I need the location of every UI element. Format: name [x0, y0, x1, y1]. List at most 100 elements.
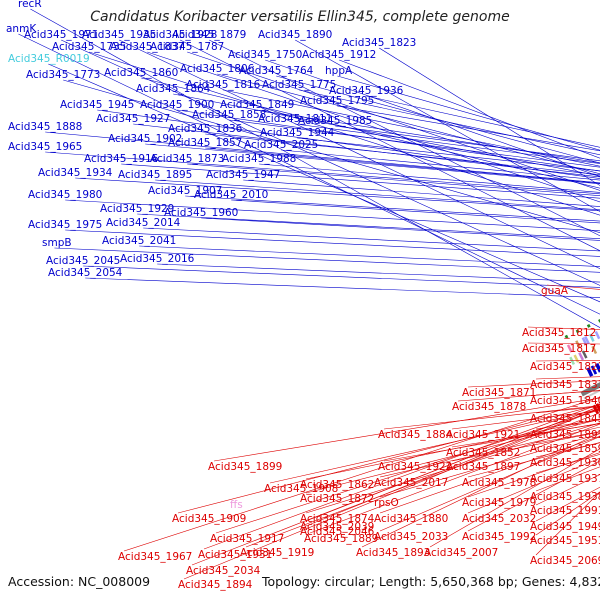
gene-label-forward: Acid345_1985	[298, 115, 372, 127]
gene-label-reverse: Acid345_1897	[446, 461, 520, 473]
gene-label-reverse: Acid345_1892	[530, 429, 600, 441]
gene-label-forward: Acid345_1836	[168, 123, 243, 135]
red-leader-line	[467, 457, 600, 514]
red-leader-line	[183, 407, 600, 580]
gene-label-forward: Acid345_1916	[84, 153, 159, 165]
blue-leader-line	[45, 151, 600, 195]
gene-label-reverse: Acid345_1812	[522, 327, 596, 339]
blue-leader-line	[48, 63, 600, 303]
gene-label-forward: Acid345_2010	[194, 189, 268, 201]
cog-category-mark	[578, 352, 585, 361]
red-leader-line	[269, 408, 600, 484]
gene-label-forward: Acid345_1795	[300, 95, 374, 107]
gene-label-reverse: Acid345_1979	[462, 497, 536, 509]
gene-label-reverse: Acid345_1831	[530, 379, 600, 391]
red-leader-line	[535, 491, 600, 556]
red-leader-line	[379, 433, 600, 498]
cog-category-mark	[591, 345, 598, 355]
red-leader-line	[361, 432, 600, 548]
blue-leader-line	[75, 177, 600, 212]
gene-label-reverse: Acid345_1878	[452, 401, 526, 413]
gene-label-reverse: Acid345_2017	[374, 477, 448, 489]
gene-label-forward: hppA	[325, 65, 353, 77]
gene-label-reverse: Acid345_1978	[462, 477, 536, 489]
gene-label-forward: Acid345_1864	[136, 83, 211, 95]
gene-label-forward: Acid345_1935	[82, 29, 156, 41]
gene-label-reverse: Acid345_1862	[300, 479, 374, 491]
blue-leader-line	[121, 163, 600, 199]
red-leader-line	[305, 422, 600, 514]
red-leader-line	[429, 448, 600, 548]
cog-category-mark	[594, 330, 600, 340]
blue-leader-line	[276, 75, 600, 164]
blue-leader-line	[139, 245, 600, 267]
blue-leader-line	[180, 39, 600, 252]
blue-leader-line	[145, 143, 600, 185]
blue-leader-line	[177, 109, 600, 172]
gene-label-forward: Acid345_1902	[108, 133, 182, 145]
blue-leader-line	[335, 125, 600, 162]
gene-label-reverse: Acid345_1893	[356, 547, 430, 559]
gene-label-forward: Acid345_1895	[118, 169, 192, 181]
gene-label-forward: Acid345_1816	[186, 79, 261, 91]
blue-leader-line	[65, 229, 600, 257]
blue-leader-line	[217, 73, 600, 175]
gene-label-forward: Acid345_1965	[8, 141, 82, 153]
blue-leader-line	[85, 277, 600, 298]
blue-leader-line	[205, 147, 600, 184]
red-leader-line	[305, 405, 600, 522]
gene-label-forward: Acid345_1980	[28, 189, 102, 201]
gene-label-forward: Acid345_1858	[192, 109, 266, 121]
gene-label-forward: anmK	[6, 23, 37, 35]
gene-label-forward: Acid345_1787	[150, 41, 224, 53]
blue-leader-line	[281, 149, 600, 181]
gene-label-reverse: Acid345_1889	[304, 533, 378, 545]
gene-label-reverse: Acid345_2033	[374, 531, 448, 543]
gene-label-forward: Acid345_2025	[244, 139, 318, 151]
gene-label-reverse: Acid345_1894	[178, 579, 253, 591]
cog-category-mark	[575, 340, 581, 349]
blue-leader-line	[83, 265, 600, 288]
gene-label-forward: Acid345_2016	[120, 253, 195, 265]
gene-label-forward: Acid345_1971	[24, 29, 98, 41]
blue-leader-line	[143, 227, 600, 252]
red-leader-line	[383, 405, 600, 430]
gene-label-reverse: Acid345_1937	[530, 473, 600, 485]
gene-label-reverse: Acid345_1874	[300, 513, 375, 525]
gene-label-forward: Acid345_1811	[258, 113, 332, 125]
gene-label-forward: Acid345_1773	[26, 69, 100, 81]
gene-label-forward: Acid345_1900	[140, 99, 214, 111]
gene-label-reverse: guaA	[541, 285, 569, 297]
gene-label-reverse: Acid345_1899	[208, 461, 282, 473]
blue-leader-line	[229, 119, 600, 168]
gene-label-forward: Acid345_1936	[329, 85, 404, 97]
blue-leader-line	[185, 195, 600, 222]
gene-label-reverse: Acid345_2069	[530, 555, 600, 567]
gene-label-reverse: Acid345_2032	[462, 513, 536, 525]
red-leader-line	[467, 452, 600, 498]
gene-label-reverse: Acid345_1930	[530, 457, 600, 469]
red-leader-line	[305, 418, 600, 494]
blue-leader-line	[337, 105, 600, 152]
gene-label-reverse: Acid345_1840	[530, 395, 600, 407]
blue-leader-line	[187, 163, 600, 196]
gene-label-reverse: Acid345_2046	[300, 526, 375, 538]
gene-label-forward: Acid345_R0019	[8, 53, 90, 65]
gene-label-forward: Acid345_1806	[180, 63, 255, 75]
red-leader-line	[177, 404, 600, 514]
gene-label-reverse: Acid345_2039	[300, 521, 374, 533]
gene-label-forward: Acid345_1775	[262, 79, 336, 91]
gene-label-reverse: Acid345_1880	[374, 513, 448, 525]
cog-category-mark	[588, 333, 595, 342]
genome-summary-text: Topology: circular; Length: 5,650,368 bp…	[261, 574, 600, 589]
map-title: Candidatus Koribacter versatilis Ellin34…	[90, 9, 509, 25]
red-leader-line	[535, 491, 600, 536]
blue-leader-line	[257, 109, 600, 164]
blue-leader-line	[61, 39, 600, 286]
blue-leader-line	[137, 213, 600, 240]
gene-label-reverse: Acid345_1871	[462, 387, 536, 399]
gene-label-reverse: Acid345_1921	[446, 429, 520, 441]
blue-leader-line	[295, 123, 600, 164]
gene-label-reverse: Acid345_1931	[198, 549, 272, 561]
